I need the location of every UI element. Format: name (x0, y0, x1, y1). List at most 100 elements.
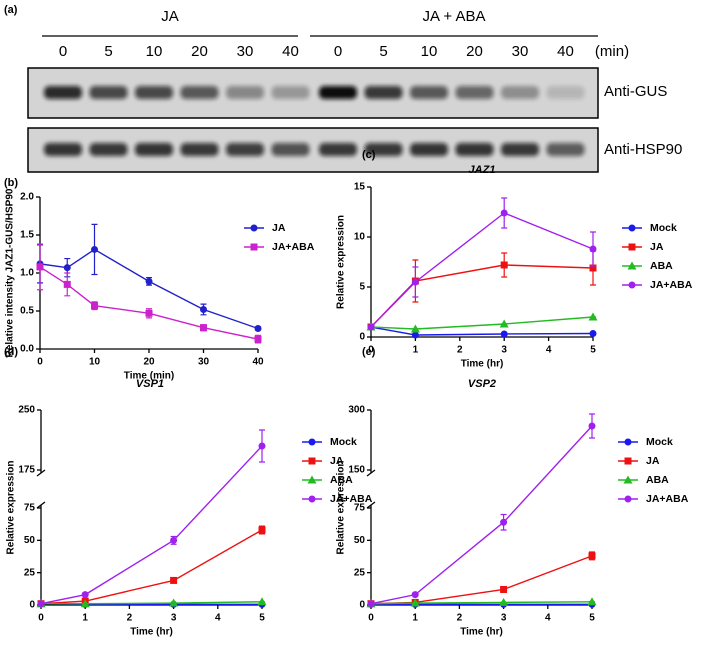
series-line (40, 445, 263, 605)
time-label: 10 (146, 43, 163, 60)
marker (258, 442, 266, 450)
y-axis-label: Relative intensity JAZ1-GUS/HSP90 (5, 188, 16, 357)
marker (588, 552, 596, 560)
marker (367, 323, 375, 331)
band (364, 143, 403, 156)
marker (411, 278, 419, 286)
axis-break (36, 469, 46, 477)
x-tick-label: 2 (127, 613, 133, 624)
time-label: 10 (421, 43, 438, 60)
y-tick-label: 10 (354, 232, 366, 243)
y-tick-label: 0.5 (20, 306, 34, 317)
marker (200, 305, 207, 313)
x-tick-label: 20 (143, 357, 155, 368)
band (501, 86, 539, 99)
band (271, 143, 310, 156)
band (135, 143, 173, 156)
chart-title: VSP1 (136, 378, 164, 390)
y-tick-label: 1.0 (20, 268, 34, 279)
x-tick-label: 1 (82, 613, 88, 624)
series-line (370, 212, 594, 328)
legend-label: JA+ABA (646, 493, 689, 505)
band (455, 86, 494, 99)
time-label: 30 (237, 43, 254, 60)
x-tick-label: 3 (501, 613, 507, 624)
line-chart: (c) JAZ1 0 5 10 15 0 1 2 3 4 5 Time (hr) Relative exp… (336, 149, 693, 370)
x-tick-label: 0 (368, 613, 374, 624)
series-line (39, 266, 259, 340)
marker (63, 280, 71, 288)
band (89, 143, 128, 156)
y-tick-label: 300 (348, 405, 365, 416)
legend-label: JA (650, 241, 664, 253)
panel-label: (c) (362, 149, 376, 161)
x-axis-label: Time (hr) (460, 627, 503, 638)
band (180, 143, 219, 156)
legend-label: ABA (646, 474, 669, 486)
series-line (370, 326, 594, 336)
marker (200, 324, 207, 332)
marker (254, 335, 262, 343)
series-line (41, 601, 263, 605)
band (226, 143, 264, 156)
y-tick-label: 75 (24, 503, 36, 514)
legend-marker (308, 495, 316, 503)
legend-label: ABA (330, 474, 353, 486)
marker (258, 526, 266, 534)
marker (500, 330, 508, 338)
marker (589, 264, 597, 272)
y-axis-label: Relative expression (336, 461, 347, 555)
time-label: 0 (334, 43, 342, 60)
x-tick-label: 40 (252, 357, 264, 368)
marker (81, 591, 89, 599)
y-tick-label: 50 (354, 535, 366, 546)
time-label: 5 (104, 43, 112, 60)
line-chart: (b) 0.0 0.5 1.0 1.5 2.0 0 10 20 30 40 Time (min) Rel… (4, 177, 315, 382)
legend-marker (308, 438, 316, 446)
marker (257, 597, 267, 606)
panel-label: (b) (4, 177, 18, 189)
marker (589, 245, 597, 253)
marker (499, 597, 509, 606)
legend-marker (628, 281, 636, 289)
x-tick-label: 2 (457, 345, 463, 356)
time-label: 20 (191, 43, 208, 60)
y-tick-label: 0 (359, 600, 365, 611)
y-axis-label: Relative expression (336, 215, 347, 309)
antibody-label: Anti-HSP90 (604, 141, 682, 158)
time-label: 5 (379, 43, 387, 60)
band (226, 86, 264, 99)
marker (170, 576, 178, 584)
marker (145, 309, 153, 317)
band (135, 86, 173, 99)
band (180, 86, 219, 99)
marker (91, 302, 98, 310)
marker (36, 263, 44, 271)
marker (499, 319, 509, 328)
x-tick-label: 3 (501, 345, 507, 356)
marker (410, 598, 420, 607)
band (319, 143, 357, 156)
axis-break (36, 501, 46, 509)
legend-marker (308, 457, 316, 465)
series-line (370, 601, 593, 605)
marker (500, 209, 508, 217)
marker (80, 599, 90, 608)
x-axis-label: Time (hr) (461, 359, 504, 370)
band (44, 86, 82, 99)
legend-marker (623, 475, 633, 484)
band (455, 143, 494, 156)
x-tick-label: 5 (259, 613, 265, 624)
marker (63, 264, 71, 272)
axis-break (366, 469, 376, 477)
band (410, 143, 448, 156)
y-tick-label: 50 (24, 535, 36, 546)
marker (410, 324, 420, 333)
series-line (370, 316, 594, 330)
marker (500, 585, 508, 593)
group-label: JA (161, 8, 179, 25)
axis-break (366, 501, 376, 509)
y-tick-label: 0 (29, 600, 35, 611)
